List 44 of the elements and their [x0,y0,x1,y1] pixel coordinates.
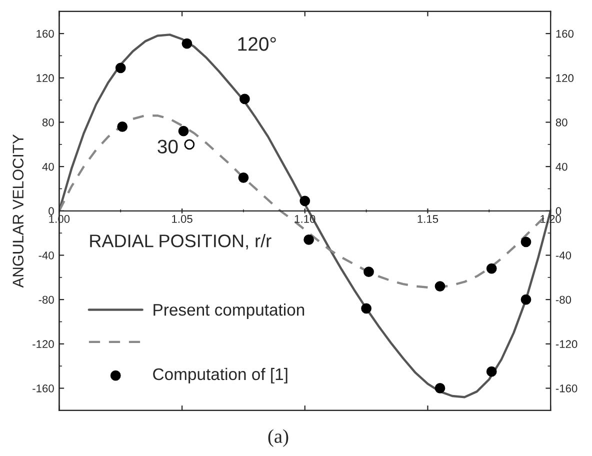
annotation: 30 [158,140,178,154]
point [434,383,446,394]
point [486,263,497,274]
point [486,366,497,377]
point [300,196,310,206]
y-tick-label: -40 [38,252,54,260]
y-tick-label: -80 [38,296,54,304]
point [117,121,128,132]
y2-tick-label: -160 [556,384,578,392]
y-tick-label: 160 [36,30,54,38]
point [434,281,446,292]
point [239,94,250,104]
point [115,62,126,74]
point [184,139,195,150]
point [361,303,372,314]
x-tick-label: 1.05 [172,215,192,223]
y2-tick-label: 160 [556,30,574,38]
y-tick-label: 120 [36,74,54,82]
y-tick-label: 0 [48,207,54,216]
y-axis-title: ANGULAR VELOCITY [12,134,24,288]
legend-label: Computation of [1] [153,368,288,384]
point [520,236,532,248]
y2-tick-label: -80 [556,296,572,304]
y2-tick-label: -120 [556,340,578,348]
y2-tick-label: 80 [556,118,568,126]
x-tick-label: 1.15 [418,215,438,223]
y-tick-label: 40 [42,162,54,171]
text: (a) [268,429,288,447]
point [238,172,249,183]
y2-tick-label: 40 [556,162,568,171]
x-axis-title: RADIAL POSITION, r/r [90,234,272,250]
legend-label: Present computation [154,303,304,320]
point [182,38,192,49]
y-tick-label: -120 [32,340,54,348]
y2-tick-label: -40 [556,252,572,260]
y-tick-label: -160 [32,384,54,392]
y2-tick-label: 120 [556,74,574,82]
point [364,266,374,278]
point [178,126,189,136]
point [520,294,532,305]
point [304,234,314,245]
annotation: 120° [238,37,276,51]
y2-tick-label: 0 [556,207,562,216]
y-tick-label: 80 [42,118,54,126]
